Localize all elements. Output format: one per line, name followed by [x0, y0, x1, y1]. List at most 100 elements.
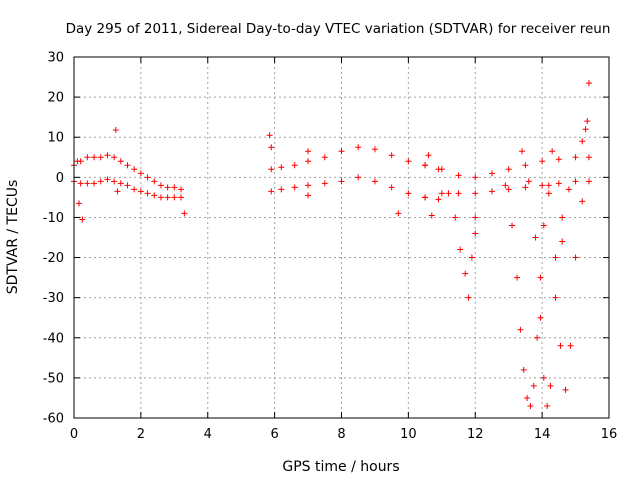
- data-point: [519, 148, 526, 155]
- data-point: [305, 148, 312, 155]
- data-point: [472, 214, 479, 221]
- chart-title: Day 295 of 2011, Sidereal Day-to-day VTE…: [66, 21, 611, 37]
- data-point: [422, 162, 429, 169]
- data-point: [438, 166, 445, 173]
- data-point: [395, 210, 402, 217]
- data-point: [572, 178, 579, 185]
- data-point: [462, 270, 469, 277]
- data-point: [91, 180, 98, 187]
- series-3: [422, 154, 592, 201]
- data-points: [71, 80, 592, 409]
- data-point: [534, 334, 541, 341]
- x-tick-label: 10: [400, 427, 417, 442]
- data-point: [545, 182, 552, 189]
- data-point: [517, 326, 524, 333]
- data-point: [425, 152, 432, 159]
- data-point: [124, 182, 131, 189]
- x-tick-label: 8: [337, 427, 345, 442]
- data-point: [472, 190, 479, 197]
- data-point: [562, 386, 569, 393]
- series-4: [502, 182, 552, 409]
- data-point: [164, 194, 171, 201]
- data-point: [131, 166, 138, 173]
- data-point: [552, 294, 559, 301]
- data-point: [124, 162, 131, 169]
- series-8: [76, 80, 592, 245]
- data-point: [268, 144, 275, 151]
- series-1: [71, 152, 184, 201]
- data-point: [557, 342, 564, 349]
- data-point: [582, 126, 589, 133]
- y-tick-label: -20: [43, 251, 64, 266]
- y-tick-label: -40: [43, 331, 64, 346]
- data-point: [305, 182, 312, 189]
- data-point: [144, 190, 151, 197]
- data-point: [84, 180, 91, 187]
- data-point: [157, 194, 164, 201]
- series-2: [268, 144, 442, 203]
- data-point: [104, 176, 111, 183]
- data-point: [435, 196, 442, 203]
- data-point: [278, 186, 285, 193]
- x-tick-label: 4: [204, 427, 212, 442]
- data-point: [422, 194, 429, 201]
- data-point: [144, 174, 151, 181]
- data-point: [171, 194, 178, 201]
- data-point: [164, 184, 171, 191]
- y-tick-label: 0: [56, 171, 64, 186]
- data-point: [388, 184, 395, 191]
- y-tick-label: -50: [43, 371, 64, 386]
- data-point: [97, 178, 104, 185]
- data-point: [465, 294, 472, 301]
- grid-lines: [74, 57, 609, 418]
- data-point: [502, 182, 509, 189]
- data-point: [291, 184, 298, 191]
- data-point: [388, 152, 395, 159]
- data-point: [117, 180, 124, 187]
- data-point: [97, 154, 104, 161]
- data-point: [547, 382, 554, 389]
- data-point: [137, 170, 144, 177]
- y-tick-label: 30: [47, 51, 64, 66]
- data-point: [559, 214, 566, 221]
- data-point: [291, 162, 298, 169]
- series-5: [525, 178, 572, 409]
- data-point: [540, 374, 547, 381]
- y-tick-label: 20: [47, 91, 64, 106]
- data-point: [114, 188, 121, 195]
- data-point: [522, 184, 529, 191]
- data-point: [525, 178, 532, 185]
- data-point: [278, 164, 285, 171]
- data-point: [355, 144, 362, 151]
- data-point: [104, 152, 111, 159]
- data-point: [178, 194, 184, 201]
- data-point: [488, 188, 495, 195]
- data-point: [405, 158, 412, 165]
- data-point: [455, 172, 462, 179]
- data-point: [371, 146, 378, 153]
- data-point: [178, 186, 184, 193]
- x-tick-label: 12: [467, 427, 484, 442]
- x-axis-label: GPS time / hours: [282, 459, 399, 475]
- data-point: [488, 170, 495, 177]
- data-point: [428, 212, 435, 219]
- data-point: [522, 162, 529, 169]
- data-point: [131, 186, 138, 193]
- data-point: [585, 154, 592, 161]
- data-point: [505, 166, 512, 173]
- data-point: [567, 342, 574, 349]
- data-point: [555, 156, 562, 163]
- series-6: [545, 182, 586, 393]
- data-point: [472, 230, 479, 237]
- x-tick-label: 0: [70, 427, 78, 442]
- data-point: [524, 394, 531, 401]
- series-7: [445, 190, 479, 301]
- data-point: [79, 216, 86, 223]
- data-point: [438, 190, 445, 197]
- y-tick-label: -10: [43, 211, 64, 226]
- data-point: [540, 222, 547, 229]
- data-point: [171, 184, 178, 191]
- data-point: [539, 158, 546, 165]
- x-tick-label: 2: [137, 427, 145, 442]
